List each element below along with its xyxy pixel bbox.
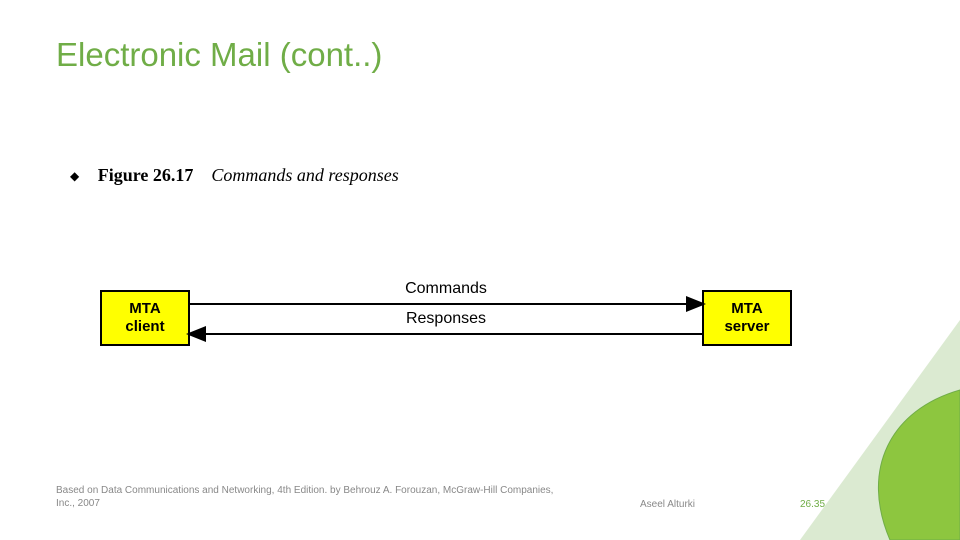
slide-title: Electronic Mail (cont..) [56,36,382,74]
arrow-label: Commands [346,280,546,298]
bullet-icon: ◆ [70,169,79,183]
page-number: 26.35 [800,499,825,510]
commands-responses-diagram: MTAclientMTAserverCommandsResponses [100,272,800,372]
spacer [198,165,207,185]
title-text: Electronic Mail (cont..) [56,36,382,73]
footer-author: Aseel Alturki [640,499,695,510]
footer-page: 26.35 [800,499,825,510]
arrow-label: Responses [346,310,546,328]
slide: Electronic Mail (cont..) ◆ Figure 26.17 … [0,0,960,540]
figure-label: Figure 26.17 [98,165,194,185]
figure-caption: Commands and responses [211,165,398,185]
footer-source: Based on Data Communications and Network… [56,484,556,510]
figure-caption-row: ◆ Figure 26.17 Commands and responses [70,165,399,186]
